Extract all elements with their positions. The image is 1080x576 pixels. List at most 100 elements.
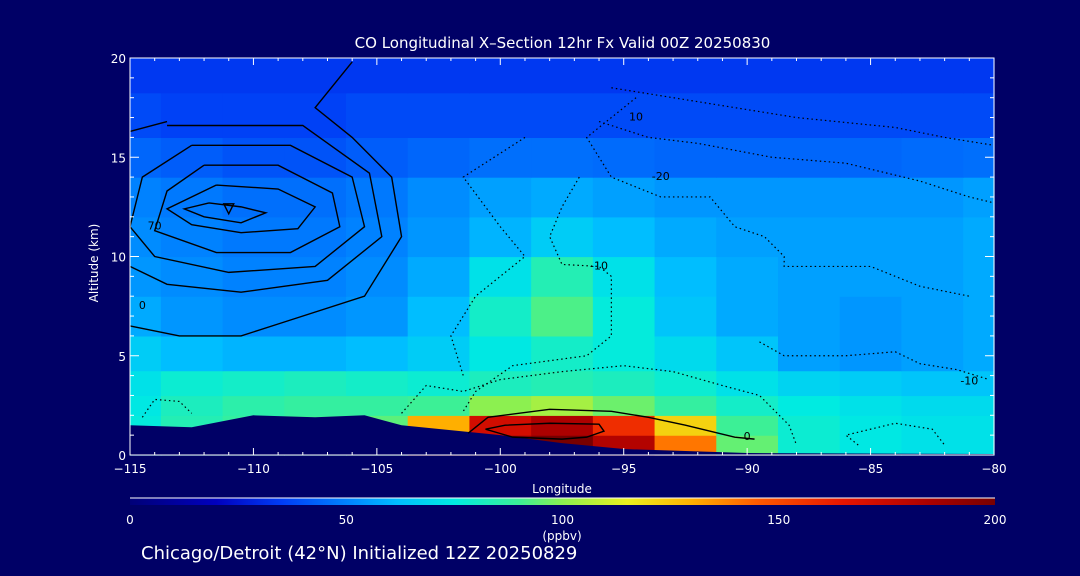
co-cell — [407, 137, 471, 178]
co-cell — [592, 177, 656, 218]
co-cell — [654, 92, 717, 138]
co-cell — [469, 395, 532, 416]
co-cell — [160, 296, 224, 337]
co-cell — [531, 296, 594, 337]
co-cell — [592, 216, 656, 258]
contour-line — [153, 164, 341, 254]
y-tick-label: 0 — [118, 449, 126, 463]
co-cell — [654, 216, 717, 258]
co-cell — [222, 177, 285, 218]
contour-label: -20 — [652, 170, 670, 183]
co-cell — [531, 58, 594, 94]
co-cell — [778, 415, 841, 436]
co-cell — [407, 395, 471, 416]
co-cell — [654, 137, 717, 178]
colorbar-tick-label: 0 — [126, 513, 134, 527]
co-cell — [284, 335, 347, 372]
co-cell — [778, 58, 841, 94]
co-cell — [592, 370, 656, 397]
co-cell — [130, 395, 162, 416]
contour-label: -10 — [960, 375, 978, 388]
co-cell — [407, 58, 471, 94]
co-cell — [901, 58, 964, 94]
co-cell — [592, 335, 656, 372]
co-cell — [654, 395, 717, 416]
co-cell — [531, 256, 594, 297]
y-tick-label: 20 — [111, 52, 126, 66]
co-cell — [839, 370, 903, 397]
contour-line-negative — [141, 398, 193, 418]
co-cell — [716, 216, 779, 258]
low-marker — [222, 203, 235, 216]
co-cell — [963, 370, 995, 397]
contour-line-negative — [462, 176, 612, 412]
x-tick-label: −115 — [114, 462, 147, 476]
co-cell — [469, 370, 532, 397]
co-cell — [716, 92, 779, 138]
co-cell — [346, 296, 409, 337]
co-cell — [346, 370, 409, 397]
co-cell — [346, 335, 409, 372]
x-tick-label: −100 — [484, 462, 517, 476]
co-cell — [469, 335, 532, 372]
co-cell — [839, 296, 903, 337]
co-cell — [716, 256, 779, 297]
co-cell — [592, 92, 656, 138]
co-cell — [592, 256, 656, 297]
co-cell — [531, 335, 594, 372]
co-cell — [963, 296, 995, 337]
co-cell — [130, 335, 162, 372]
y-tick-label: 5 — [118, 350, 126, 364]
co-cell — [469, 137, 532, 178]
co-cell — [963, 395, 995, 416]
co-cell — [963, 92, 995, 138]
co-cell — [130, 177, 162, 218]
contour-lines — [129, 61, 995, 446]
co-cell — [346, 92, 409, 138]
co-cell — [284, 256, 347, 297]
contour-line — [467, 408, 755, 440]
y-tick-label: 15 — [111, 151, 126, 165]
contour-line — [129, 120, 168, 133]
contour-line-negative — [759, 341, 990, 381]
co-cell — [778, 92, 841, 138]
co-cell — [901, 256, 964, 297]
co-cell — [407, 335, 471, 372]
co-cell — [284, 58, 347, 94]
co-cell — [778, 370, 841, 397]
co-cell — [592, 415, 656, 436]
co-cell — [901, 92, 964, 138]
contour-line — [165, 184, 317, 234]
contour-label: 10 — [629, 111, 643, 124]
co-cell — [160, 58, 224, 94]
co-cell — [160, 256, 224, 297]
co-cell — [654, 435, 717, 456]
co-cell — [407, 370, 471, 397]
co-cell — [160, 335, 224, 372]
co-cell — [716, 296, 779, 337]
co-cell — [839, 435, 903, 456]
axis-ticks — [129, 57, 995, 456]
co-cell — [716, 435, 779, 456]
co-cell — [839, 92, 903, 138]
co-cell — [654, 58, 717, 94]
co-cell — [901, 435, 964, 456]
co-cell — [778, 335, 841, 372]
colorbar-tick-label: 50 — [339, 513, 354, 527]
co-cell — [531, 92, 594, 138]
co-cell — [130, 58, 162, 94]
co-cell — [901, 415, 964, 436]
co-cell — [531, 395, 594, 416]
co-cell — [222, 296, 285, 337]
co-cell — [963, 58, 995, 94]
co-cell — [963, 435, 995, 456]
colorbar — [130, 498, 995, 505]
co-cell — [839, 256, 903, 297]
co-cell — [160, 92, 224, 138]
co-cell — [901, 370, 964, 397]
co-cell — [130, 92, 162, 138]
co-cell — [469, 256, 532, 297]
colorbar-tick-label: 200 — [984, 513, 1007, 527]
contour-line — [182, 202, 269, 224]
co-cell — [160, 395, 224, 416]
